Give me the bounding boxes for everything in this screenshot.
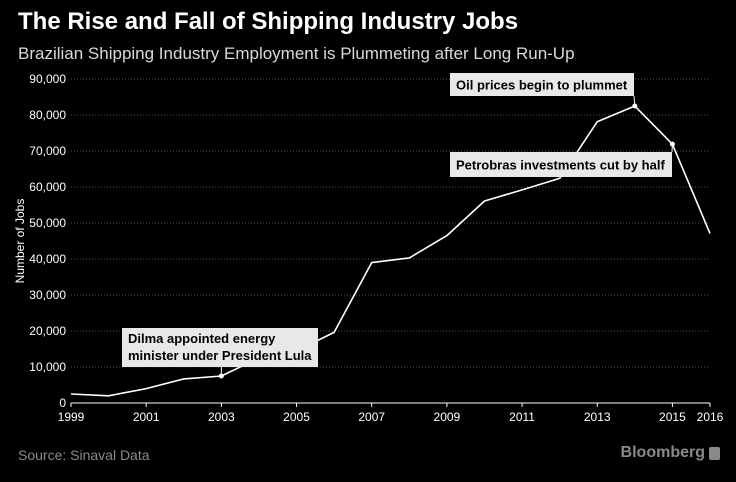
annotation-box bbox=[122, 328, 318, 367]
x-tick-label: 1999 bbox=[58, 410, 85, 424]
y-tick-label: 60,000 bbox=[29, 180, 66, 194]
y-tick-label: 50,000 bbox=[29, 216, 66, 230]
annotation: Oil prices begin to plummet bbox=[450, 73, 638, 109]
x-tick-label: 2016 bbox=[697, 410, 724, 424]
x-tick-label: 2009 bbox=[434, 410, 461, 424]
y-tick-label: 20,000 bbox=[29, 324, 66, 338]
y-tick-label: 0 bbox=[59, 396, 66, 410]
brand-name: Bloomberg bbox=[620, 444, 705, 461]
source-note: Source: Sinaval Data bbox=[18, 447, 150, 463]
annotation-text: Oil prices begin to plummet bbox=[456, 78, 628, 93]
annotation-text: Dilma appointed energy bbox=[128, 331, 276, 346]
x-tick-label: 2003 bbox=[208, 410, 235, 424]
chart-subtitle: Brazilian Shipping Industry Employment i… bbox=[18, 44, 575, 63]
chart-title: The Rise and Fall of Shipping Industry J… bbox=[18, 8, 519, 35]
y-tick-label: 10,000 bbox=[29, 360, 66, 374]
bloomberg-terminal-icon bbox=[709, 446, 720, 460]
y-tick-label: 90,000 bbox=[29, 72, 66, 86]
y-tick-label: 70,000 bbox=[29, 144, 66, 158]
annotation-leader bbox=[633, 95, 636, 107]
series-line-jobs bbox=[70, 105, 711, 397]
annotation-text: minister under President Lula bbox=[128, 348, 312, 363]
y-tick-label: 30,000 bbox=[29, 288, 66, 302]
y-tick-label: 80,000 bbox=[29, 108, 66, 122]
x-tick-label: 2007 bbox=[358, 410, 385, 424]
annotation-box bbox=[450, 152, 672, 177]
x-tick-label: 2013 bbox=[584, 410, 611, 424]
brand-logo: Bloomberg bbox=[621, 444, 720, 462]
annotation-text: Petrobras investments cut by half bbox=[456, 158, 665, 173]
y-tick-label: 40,000 bbox=[29, 252, 66, 266]
x-tick-label: 2011 bbox=[509, 410, 535, 424]
x-tick-label: 2015 bbox=[659, 410, 686, 424]
y-axis-label: Number of Jobs bbox=[13, 199, 27, 284]
annotation: Dilma appointed energy minister under Pre… bbox=[122, 328, 318, 379]
x-tick-label: 2005 bbox=[283, 410, 310, 424]
annotation: Petrobras investments cut by half bbox=[450, 141, 675, 177]
x-tick-label: 2001 bbox=[133, 410, 160, 424]
annotation-box bbox=[450, 73, 634, 96]
